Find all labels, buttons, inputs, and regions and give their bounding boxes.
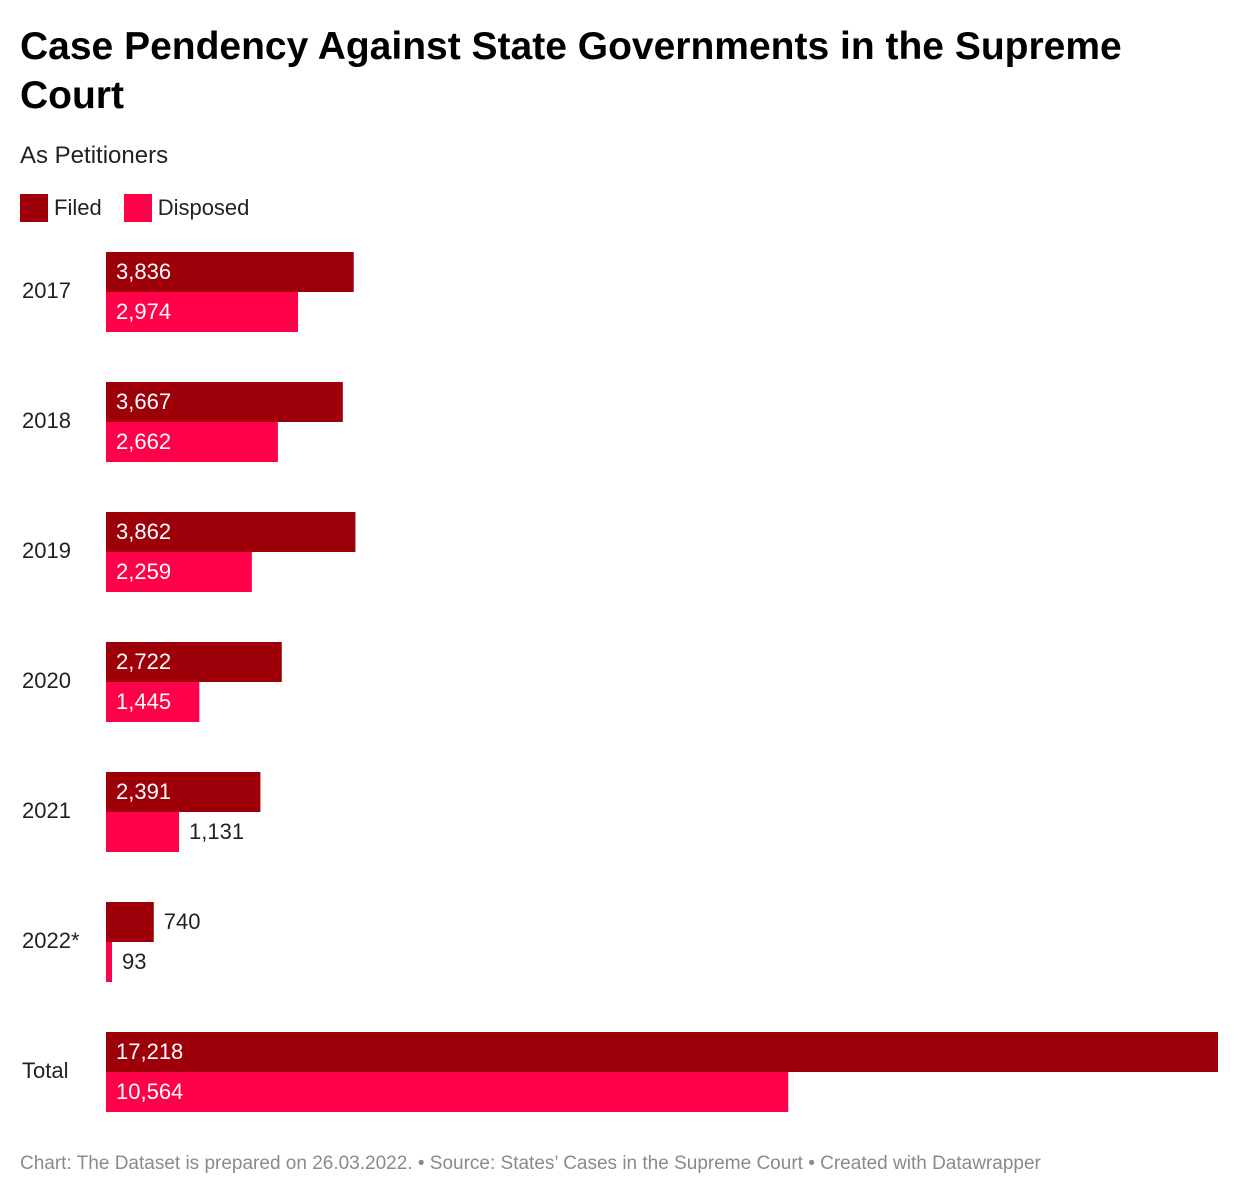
legend: Filed Disposed <box>20 194 271 222</box>
value-label-filed-2019: 3,862 <box>116 519 171 544</box>
value-label-disposed-2020: 1,445 <box>116 689 171 714</box>
bar-filed-2020 <box>106 642 282 682</box>
bar-disposed-total <box>106 1072 789 1112</box>
value-label-filed-2017: 3,836 <box>116 259 171 284</box>
value-label-disposed-2021: 1,131 <box>189 819 244 844</box>
category-label-total: Total <box>22 1058 68 1083</box>
category-label-2021: 2021 <box>22 798 71 823</box>
bar-chart: 2017 3,836 2,974 2018 3,667 2,662 2019 3,862 2,2… <box>22 252 1218 1112</box>
bar-disposed-2018 <box>106 422 278 462</box>
bar-filed-2018 <box>106 382 343 422</box>
bar-filed-2017 <box>106 252 354 292</box>
chart-footer: Chart: The Dataset is prepared on 26.03.… <box>20 1153 1041 1174</box>
bar-disposed-2019 <box>106 552 252 592</box>
category-label-2022: 2022* <box>22 928 80 953</box>
legend-label-disposed: Disposed <box>157 195 250 220</box>
bar-disposed-2020 <box>106 682 200 722</box>
value-label-disposed-2022: 93 <box>122 949 146 974</box>
chart-title: Case Pendency Against State Governments … <box>20 25 1122 117</box>
category-label-2020: 2020 <box>22 668 71 693</box>
bar-filed-total <box>106 1032 1218 1072</box>
category-label-2019: 2019 <box>22 538 71 563</box>
category-label-2017: 2017 <box>22 278 71 303</box>
legend-label-filed: Filed <box>54 195 102 220</box>
value-label-filed-2022: 740 <box>164 909 201 934</box>
value-label-disposed-2018: 2,662 <box>116 429 171 454</box>
legend-swatch-filed <box>20 194 48 222</box>
category-label-2018: 2018 <box>22 408 71 433</box>
value-label-filed-2018: 3,667 <box>116 389 171 414</box>
value-label-disposed-2017: 2,974 <box>116 299 171 324</box>
value-label-filed-total: 17,218 <box>116 1039 183 1064</box>
chart-subtitle: As Petitioners <box>20 142 169 169</box>
legend-item-filed: Filed <box>20 194 102 222</box>
bar-disposed-2021 <box>106 812 180 852</box>
bar-filed-2022 <box>106 902 154 942</box>
bar-disposed-2022 <box>106 942 113 982</box>
bar-filed-2019 <box>106 512 356 552</box>
legend-item-disposed: Disposed <box>123 194 250 222</box>
value-label-filed-2021: 2,391 <box>116 779 171 804</box>
value-label-disposed-2019: 2,259 <box>116 559 171 584</box>
value-label-disposed-total: 10,564 <box>116 1079 183 1104</box>
bar-filed-2021 <box>106 772 261 812</box>
legend-swatch-disposed <box>123 194 152 222</box>
value-label-filed-2020: 2,722 <box>116 649 171 674</box>
bar-disposed-2017 <box>106 292 299 332</box>
